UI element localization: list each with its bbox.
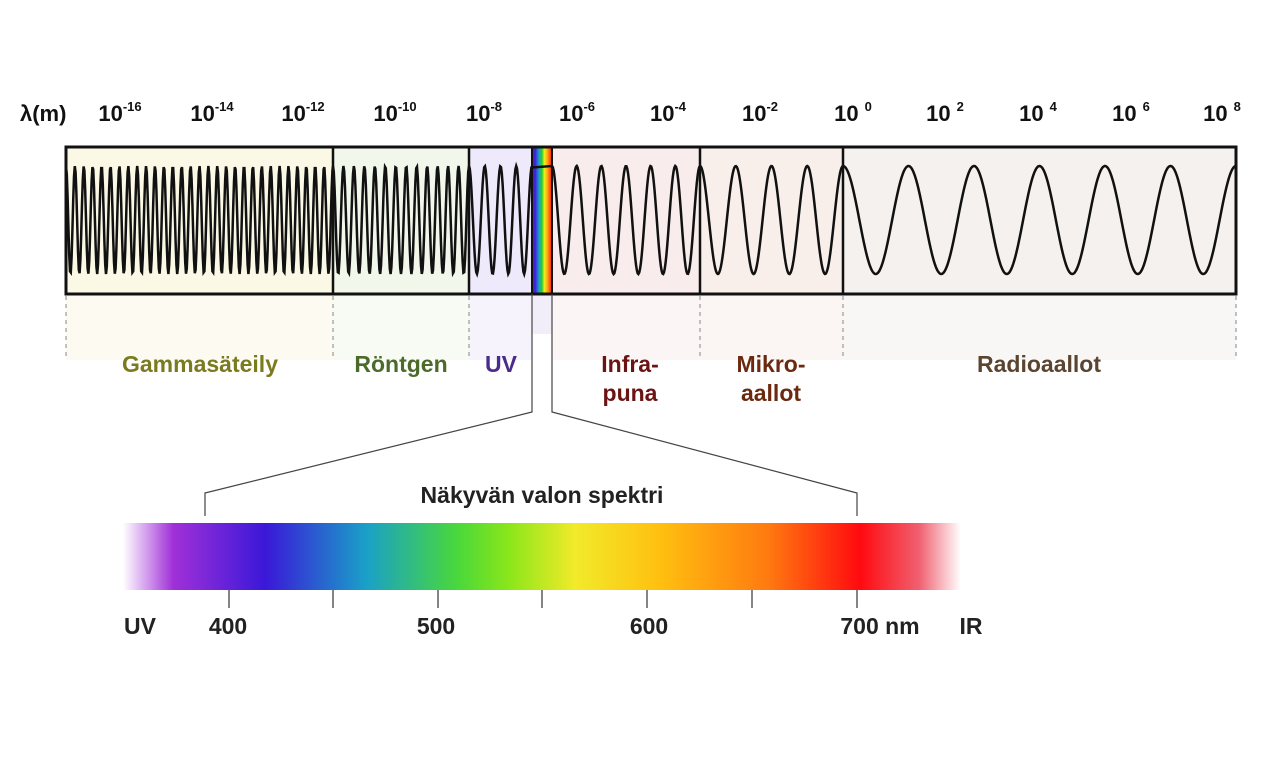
band-labels: Gammasäteily Röntgen UV Infra-puna Mikro-aal… [122, 351, 1101, 406]
band-fade-4 [700, 294, 843, 360]
band-fill-3 [552, 147, 700, 294]
tick-label-10: 10 4 [1019, 99, 1058, 126]
visible-label-4: 700 nm [840, 613, 919, 639]
tick-label-2: 10-12 [281, 99, 324, 126]
band-label-5: Radioaallot [977, 351, 1101, 377]
zoom-line-right [551, 294, 858, 516]
band-label-1: Röntgen [354, 351, 447, 377]
band-backgrounds [66, 147, 1236, 360]
visible-label-2: 500 [417, 613, 455, 639]
visible-spectrum-ticks [228, 590, 858, 608]
visible-light-strip [532, 148, 552, 293]
band-fill-5 [843, 147, 1236, 294]
tick-label-5: 10-6 [559, 99, 595, 126]
band-label-0: Gammasäteily [122, 351, 278, 377]
tick-label-11: 10 6 [1112, 99, 1150, 126]
tick-label-3: 10-10 [373, 99, 416, 126]
tick-label-9: 10 2 [926, 99, 964, 126]
tick-label-7: 10-2 [742, 99, 778, 126]
band-label-2: UV [485, 351, 518, 377]
tick-label-12: 10 8 [1203, 99, 1241, 126]
visible-spectrum-title: Näkyvän valon spektri [421, 482, 664, 508]
spectrum-box-border [64, 145, 1238, 296]
visible-label-1: 400 [209, 613, 247, 639]
band-fade-3 [552, 294, 700, 360]
zoom-line-left [204, 294, 533, 516]
tick-label-1: 10-14 [190, 99, 234, 126]
visible-fade [532, 294, 552, 334]
tick-label-8: 10 0 [834, 99, 872, 126]
band-fill-4 [700, 147, 843, 294]
visible-spectrum-labels: UV 400 500 600 700 nm IR [124, 613, 983, 639]
visible-label-0: UV [124, 613, 157, 639]
wave-path [64, 161, 1237, 279]
band-label-4: Mikro-aallot [737, 351, 806, 406]
tick-label-6: 10-4 [650, 99, 687, 126]
band-boundary-guides [65, 296, 1237, 358]
visible-label-3: 600 [630, 613, 668, 639]
band-label-3: Infra-puna [601, 351, 659, 406]
band-fade-2 [469, 294, 532, 360]
band-fade-5 [843, 294, 1236, 360]
visible-spectrum-bar [123, 523, 961, 590]
tick-label-0: 10-16 [98, 99, 141, 126]
band-fade-1 [333, 294, 469, 360]
wavelength-tick-labels: 10-16 10-14 10-12 10-10 10-8 10-6 10-4 10-2 10 0… [98, 99, 1241, 126]
band-dividers [331, 147, 845, 294]
band-fade-0 [66, 294, 333, 360]
visible-label-5: IR [960, 613, 983, 639]
tick-label-4: 10-8 [466, 99, 502, 126]
wavelength-axis-label: λ(m) [20, 101, 66, 126]
